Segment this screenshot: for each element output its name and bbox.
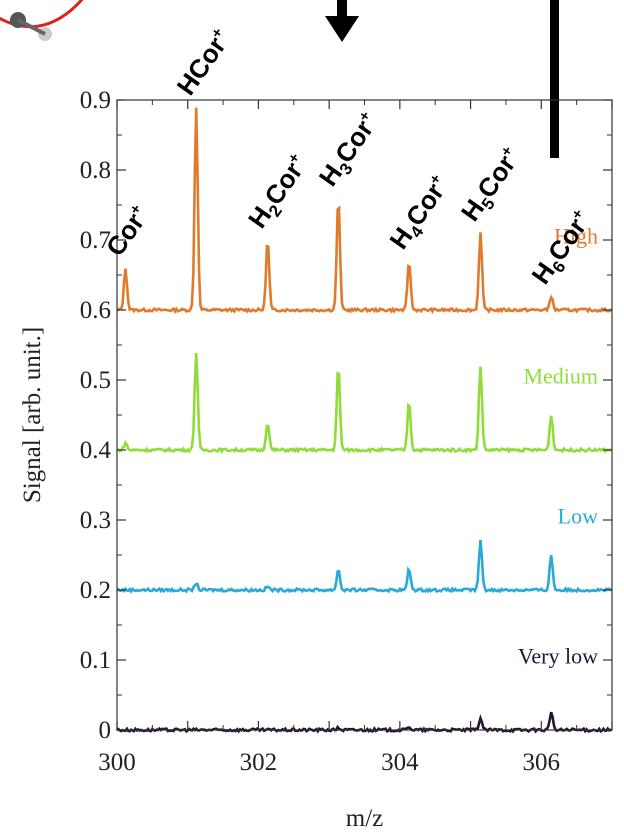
x-tick-label: 300 — [98, 749, 136, 776]
series-very-low: Very low — [116, 644, 613, 734]
y-tick-label: 0.7 — [80, 227, 111, 254]
y-tick-label: 0.1 — [80, 647, 111, 674]
y-tick-label: 0.4 — [80, 437, 112, 464]
series-label: Very low — [518, 644, 598, 669]
y-tick-label: 0 — [99, 717, 112, 744]
peak-label: H3Cor+ — [313, 107, 388, 194]
x-tick-label: 304 — [381, 749, 419, 776]
peak-label: H4Cor+ — [383, 170, 458, 257]
series-label: Low — [558, 504, 598, 529]
y-tick-label: 0.5 — [80, 367, 111, 394]
x-tick-label: 306 — [523, 749, 561, 776]
vertical-bar-marker — [550, 0, 559, 158]
y-tick-label: 0.9 — [80, 87, 111, 114]
x-tick-label: 302 — [240, 749, 278, 776]
series-line — [116, 107, 613, 315]
y-tick-label: 0.6 — [80, 297, 111, 324]
series-medium: Medium — [116, 352, 613, 454]
x-axis-label: m/z — [346, 805, 384, 832]
y-tick-label: 0.3 — [80, 507, 111, 534]
down-arrow-icon — [325, 0, 359, 42]
peak-label: HCor+ — [171, 24, 237, 101]
series-low: Low — [116, 504, 613, 594]
y-tick-label: 0.8 — [80, 157, 111, 184]
molecule-icon — [0, 0, 84, 41]
peak-label: H2Cor+ — [242, 149, 317, 236]
y-tick-label: 0.2 — [80, 577, 111, 604]
plot-frame — [116, 99, 613, 731]
series-label: High — [554, 224, 598, 249]
series-line — [116, 539, 613, 594]
series-high: High — [116, 107, 613, 315]
y-axis-label: Signal [arb. unit.] — [19, 327, 46, 503]
peak-label: H5Cor+ — [455, 142, 530, 229]
series-label: Medium — [523, 364, 598, 389]
series-line — [116, 352, 613, 454]
